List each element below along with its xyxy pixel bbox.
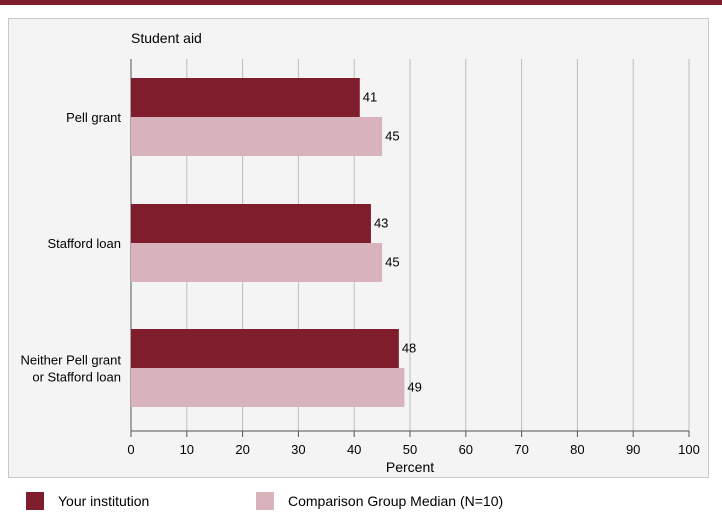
category-label-1: Stafford loan bbox=[48, 236, 121, 251]
bar-0-series-0 bbox=[131, 78, 360, 117]
category-label-line: or Stafford loan bbox=[32, 370, 121, 385]
legend-label-comparison-group: Comparison Group Median (N=10) bbox=[288, 493, 504, 509]
bar-chart: Student aid 41 45 43 45 48 49 Pell grant Staff… bbox=[21, 30, 700, 475]
data-label-2-series-1: 49 bbox=[407, 380, 421, 395]
legend-label-your-institution: Your institution bbox=[58, 493, 150, 509]
category-labels: Pell grant Stafford loan Neither Pell gran… bbox=[21, 110, 122, 385]
category-label-line: Pell grant bbox=[66, 110, 121, 125]
data-label-1-series-1: 45 bbox=[385, 255, 399, 270]
legend-item-comparison-group: Comparison Group Median (N=10) bbox=[256, 492, 503, 510]
x-tick-label-20: 20 bbox=[235, 442, 249, 457]
legend-item-your-institution: Your institution bbox=[26, 492, 149, 510]
x-tick-label-60: 60 bbox=[459, 442, 473, 457]
bars bbox=[131, 78, 405, 407]
x-tick-label-50: 50 bbox=[403, 442, 417, 457]
data-label-1-series-0: 43 bbox=[374, 216, 388, 231]
x-tick-label-30: 30 bbox=[291, 442, 305, 457]
data-label-0-series-0: 41 bbox=[363, 90, 377, 105]
x-tick-label-40: 40 bbox=[347, 442, 361, 457]
x-axis-label: Percent bbox=[386, 459, 434, 475]
category-label-line: Neither Pell grant bbox=[21, 353, 122, 368]
data-label-0-series-1: 45 bbox=[385, 129, 399, 144]
bar-1-series-0 bbox=[131, 204, 371, 243]
bar-1-series-1 bbox=[131, 243, 383, 282]
x-tick-label-10: 10 bbox=[180, 442, 194, 457]
x-tick-labels: 0 10 20 30 40 50 60 70 80 90 100 bbox=[127, 442, 699, 457]
x-tick-label-70: 70 bbox=[514, 442, 528, 457]
legend: Your institution Comparison Group Median… bbox=[0, 486, 722, 516]
x-tick-label-0: 0 bbox=[127, 442, 134, 457]
data-label-2-series-0: 48 bbox=[402, 341, 416, 356]
legend-swatch-comparison-group bbox=[256, 492, 274, 510]
x-tick-label-90: 90 bbox=[626, 442, 640, 457]
data-labels: 41 45 43 45 48 49 bbox=[363, 90, 422, 395]
x-tick-label-100: 100 bbox=[678, 442, 700, 457]
chart-title: Student aid bbox=[131, 30, 202, 46]
bar-0-series-1 bbox=[131, 117, 383, 156]
category-label-2: Neither Pell grant or Stafford loan bbox=[21, 353, 122, 385]
legend-swatch-your-institution bbox=[26, 492, 44, 510]
bar-2-series-1 bbox=[131, 368, 405, 407]
x-tick-label-80: 80 bbox=[570, 442, 584, 457]
bar-2-series-0 bbox=[131, 329, 399, 368]
category-label-line: Stafford loan bbox=[48, 236, 121, 251]
top-accent-rule bbox=[0, 0, 722, 5]
category-label-0: Pell grant bbox=[66, 110, 121, 125]
